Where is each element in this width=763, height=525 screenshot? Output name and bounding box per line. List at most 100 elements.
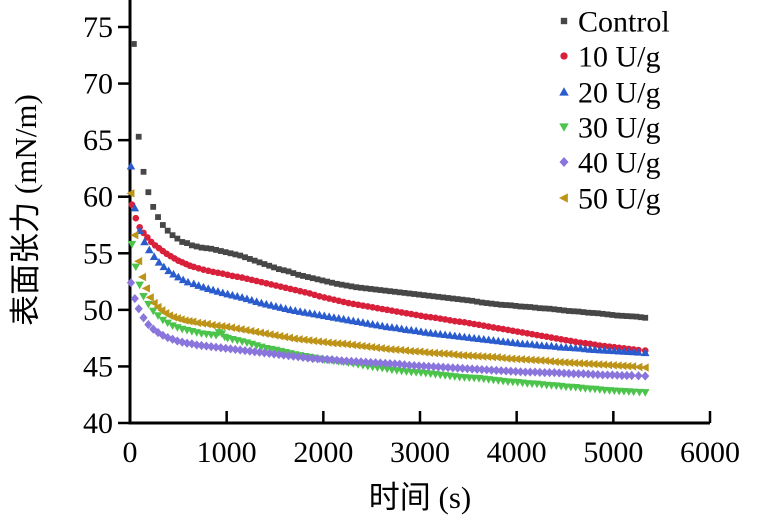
data-point	[463, 351, 472, 360]
data-point	[188, 317, 197, 326]
data-point	[507, 354, 516, 363]
data-point	[440, 294, 447, 301]
data-point	[323, 338, 332, 347]
data-point	[376, 344, 385, 353]
data-point	[569, 369, 578, 379]
data-point	[126, 189, 135, 198]
y-axis-title: 表面张力 (mN/m)	[8, 94, 43, 326]
data-point	[512, 302, 519, 309]
data-point	[640, 363, 649, 372]
data-point	[134, 304, 143, 314]
data-point	[492, 365, 501, 375]
data-point	[130, 230, 139, 240]
data-point	[536, 356, 545, 365]
data-point	[180, 316, 189, 325]
data-point	[492, 353, 501, 362]
data-point	[522, 303, 529, 310]
data-point	[314, 276, 321, 283]
data-point	[164, 227, 171, 234]
data-point	[352, 341, 361, 350]
data-point	[250, 347, 259, 357]
data-point	[561, 307, 567, 314]
legend-label: 40 U/g	[578, 147, 661, 180]
legend-label: Control	[578, 6, 670, 39]
data-point	[145, 293, 154, 302]
data-point	[130, 203, 140, 212]
data-point	[622, 370, 631, 381]
data-point	[555, 357, 564, 367]
data-point	[342, 340, 351, 349]
data-point	[503, 302, 509, 308]
data-point	[318, 337, 327, 347]
data-point	[400, 360, 409, 370]
legend: Control 10 U/g 20 U/g 30 U/g 40 U/g 50 U…	[558, 6, 670, 216]
data-point	[575, 308, 582, 315]
data-point	[596, 342, 604, 349]
data-point	[281, 304, 290, 313]
data-point	[434, 349, 443, 358]
data-point	[430, 293, 437, 300]
data-point	[178, 337, 187, 347]
data-point	[439, 349, 448, 358]
data-point	[208, 285, 218, 294]
data-point	[140, 237, 149, 246]
data-point	[358, 284, 364, 291]
data-point	[390, 359, 399, 369]
data-point	[236, 325, 245, 334]
data-point	[242, 254, 248, 261]
data-point	[280, 332, 289, 342]
data-point	[255, 347, 264, 357]
data-point	[439, 362, 448, 372]
data-point	[406, 290, 413, 297]
data-point	[179, 239, 186, 245]
data-point	[564, 368, 573, 379]
x-axis-title: 时间 (s)	[369, 480, 471, 515]
legend-marker-circle	[560, 52, 568, 60]
data-point	[332, 355, 341, 365]
legend-marker-triangle-down	[559, 123, 569, 132]
legend-marker-triangle-up	[559, 87, 569, 96]
data-point	[139, 313, 148, 323]
data-point	[634, 347, 643, 356]
data-point	[474, 298, 480, 305]
data-point	[619, 312, 625, 319]
data-point	[226, 323, 235, 332]
data-point	[126, 278, 136, 288]
data-point	[434, 362, 443, 372]
data-point	[501, 366, 511, 376]
data-point	[419, 361, 428, 371]
data-point	[140, 168, 147, 175]
data-point	[478, 299, 485, 306]
data-point	[527, 304, 534, 310]
data-point	[376, 358, 385, 368]
data-point	[531, 356, 540, 365]
data-point	[361, 357, 370, 367]
data-point	[148, 307, 158, 316]
data-point	[427, 313, 434, 321]
data-point	[257, 298, 266, 307]
data-point	[126, 161, 136, 170]
data-point	[396, 289, 403, 296]
data-point	[153, 312, 163, 320]
data-point	[565, 358, 574, 367]
data-point	[458, 363, 467, 374]
data-point	[231, 344, 240, 355]
data-point	[372, 286, 379, 293]
data-point	[134, 257, 143, 266]
data-point	[265, 330, 274, 339]
legend-marker-triangle-left	[558, 193, 568, 203]
data-point	[448, 363, 457, 373]
data-point	[137, 272, 147, 282]
data-point	[425, 292, 432, 299]
data-point	[251, 327, 260, 337]
data-point	[319, 277, 326, 284]
data-point	[153, 302, 162, 312]
data-point	[207, 342, 216, 352]
data-point	[506, 366, 515, 376]
data-point	[213, 246, 219, 253]
legend-item-30ug: 30 U/g	[559, 112, 661, 145]
data-point	[449, 350, 458, 359]
data-point	[266, 262, 273, 269]
data-point	[189, 279, 199, 288]
data-point	[270, 331, 279, 340]
